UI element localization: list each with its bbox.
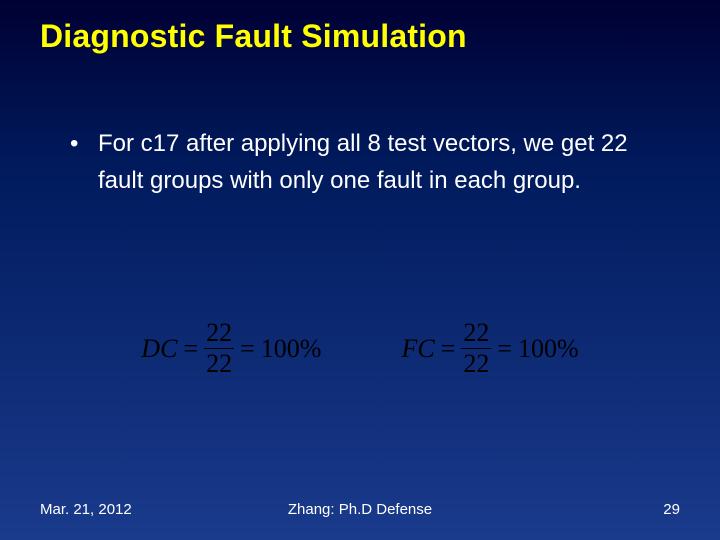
formula-dc-denominator: 22 — [204, 348, 234, 377]
formula-fc: FC = 22 22 = 100% — [401, 320, 578, 377]
formula-dc-result: 100% — [261, 334, 322, 364]
formula-dc-numerator: 22 — [204, 320, 234, 348]
footer-date: Mar. 21, 2012 — [40, 501, 253, 518]
equals-sign: = — [497, 334, 512, 364]
bullet-text: For c17 after applying all 8 test vector… — [98, 125, 665, 199]
formula-dc: DC = 22 22 = 100% — [141, 320, 321, 377]
footer-page-number: 29 — [467, 501, 680, 518]
formula-fc-result: 100% — [518, 334, 579, 364]
formula-row: DC = 22 22 = 100% FC = 22 22 = 100% — [0, 320, 720, 377]
formula-fc-numerator: 22 — [461, 320, 491, 348]
equals-sign: = — [441, 334, 456, 364]
footer-author: Zhang: Ph.D Defense — [253, 501, 466, 518]
equals-sign: = — [240, 334, 255, 364]
formula-fc-denominator: 22 — [461, 348, 491, 377]
formula-fc-label: FC — [401, 334, 434, 364]
bullet-item: • For c17 after applying all 8 test vect… — [70, 125, 665, 199]
equals-sign: = — [183, 334, 198, 364]
formula-fc-fraction: 22 22 — [461, 320, 491, 377]
slide-footer: Mar. 21, 2012 Zhang: Ph.D Defense 29 — [0, 501, 720, 518]
slide: Diagnostic Fault Simulation • For c17 af… — [0, 0, 720, 540]
bullet-marker: • — [70, 125, 98, 199]
bullet-block: • For c17 after applying all 8 test vect… — [70, 125, 665, 199]
slide-title: Diagnostic Fault Simulation — [40, 18, 467, 55]
formula-dc-fraction: 22 22 — [204, 320, 234, 377]
formula-dc-label: DC — [141, 334, 177, 364]
